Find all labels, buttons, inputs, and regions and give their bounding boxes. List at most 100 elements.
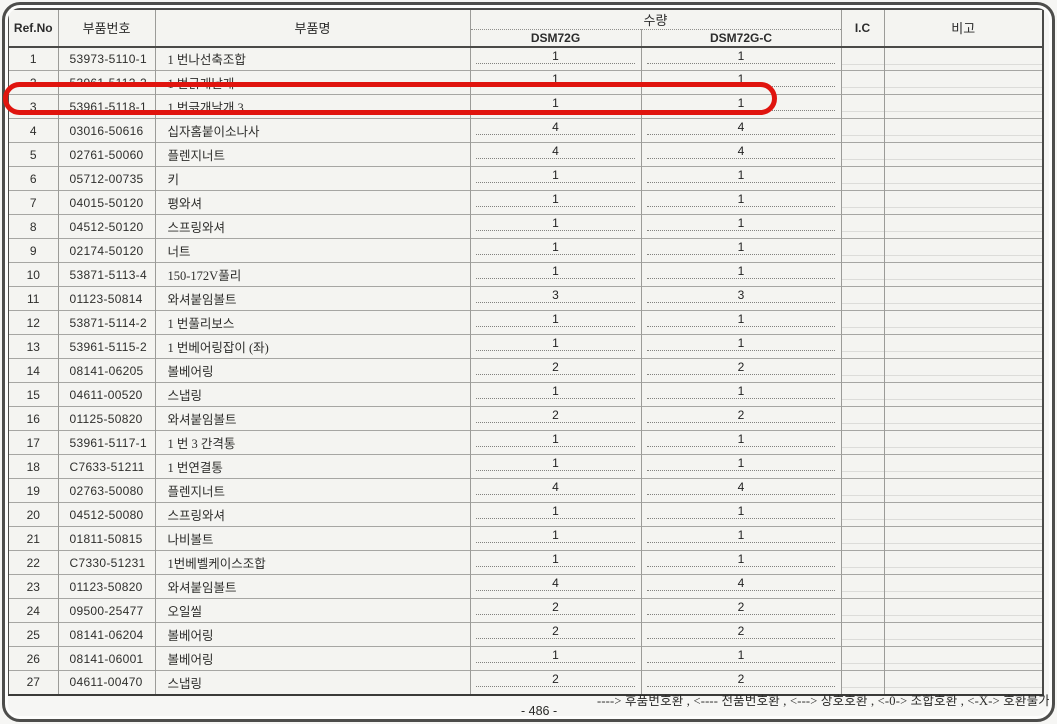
table-row: 22 C7330-51231 1번베벨케이스조합 1 1 (7, 550, 1044, 575)
cell-qty-dsm72g-c: 1 (640, 382, 842, 407)
table-row: 6 05712-00735 키 1 1 (7, 166, 1044, 191)
cell-remarks (883, 286, 1044, 311)
cell-qty-dsm72g: 1 (469, 262, 642, 287)
cell-part-number: 04611-00470 (57, 670, 156, 695)
cell-qty-dsm72g-c: 1 (640, 502, 842, 527)
table-row: 27 04611-00470 스냅링 2 2 (7, 670, 1044, 695)
cell-ic (840, 670, 885, 695)
cell-ic (840, 142, 885, 167)
cell-part-name: 1 번긁개날개 3 (154, 94, 471, 119)
cell-qty-dsm72g: 2 (469, 598, 642, 623)
table-row: 8 04512-50120 스프링와셔 1 1 (7, 214, 1044, 239)
cell-qty-dsm72g: 4 (469, 142, 642, 167)
table-row: 19 02763-50080 플렌지너트 4 4 (7, 478, 1044, 503)
cell-qty-dsm72g-c: 1 (640, 262, 842, 287)
cell-ic (840, 502, 885, 527)
cell-remarks (883, 166, 1044, 191)
interchangeability-legend: ----> 후품번호환 , <---- 전품번호환 , <---> 상호호환 ,… (596, 694, 1050, 708)
cell-remarks (883, 454, 1044, 479)
cell-qty-dsm72g-c: 1 (640, 334, 842, 359)
cell-ic (840, 94, 885, 119)
cell-ic (840, 454, 885, 479)
cell-remarks (883, 598, 1044, 623)
cell-qty-dsm72g: 1 (469, 526, 642, 551)
cell-qty-dsm72g-c: 4 (640, 142, 842, 167)
cell-ref-no: 12 (7, 310, 59, 335)
cell-ic (840, 214, 885, 239)
page-number: - 486 - (521, 704, 558, 718)
cell-part-name: 와셔붙임볼트 (154, 574, 471, 599)
cell-part-number: 04015-50120 (57, 190, 156, 215)
cell-qty-dsm72g-c: 2 (640, 406, 842, 431)
cell-part-name: 스냅링 (154, 382, 471, 407)
cell-part-name: 1 번풀리보스 (154, 310, 471, 335)
cell-part-number: 53961-5115-2 (57, 334, 156, 359)
cell-part-name: 1 번 3 간격통 (154, 430, 471, 455)
table-row: 1 53973-5110-1 1 번나선축조합 1 1 (7, 46, 1044, 71)
cell-ref-no: 10 (7, 262, 59, 287)
cell-qty-dsm72g-c: 1 (640, 166, 842, 191)
cell-ref-no: 23 (7, 574, 59, 599)
table-row: 26 08141-06001 볼베어링 1 1 (7, 646, 1044, 671)
cell-qty-dsm72g: 2 (469, 622, 642, 647)
cell-part-number: 01811-50815 (57, 526, 156, 551)
cell-ref-no: 9 (7, 238, 59, 263)
table-row: 11 01123-50814 와셔붙임볼트 3 3 (7, 286, 1044, 311)
cell-qty-dsm72g: 1 (469, 646, 642, 671)
table-row: 15 04611-00520 스냅링 1 1 (7, 382, 1044, 407)
cell-qty-dsm72g: 1 (469, 70, 642, 95)
cell-part-name: 1번베벨케이스조합 (154, 550, 471, 575)
cell-part-name: 1 번나선축조합 (154, 46, 471, 71)
cell-ref-no: 4 (7, 118, 59, 143)
cell-remarks (883, 382, 1044, 407)
cell-ic (840, 598, 885, 623)
cell-remarks (883, 70, 1044, 95)
cell-ref-no: 3 (7, 94, 59, 119)
cell-part-name: 스프링와셔 (154, 214, 471, 239)
cell-qty-dsm72g: 1 (469, 502, 642, 527)
cell-qty-dsm72g: 2 (469, 406, 642, 431)
cell-ic (840, 334, 885, 359)
cell-qty-dsm72g-c: 1 (640, 46, 842, 71)
cell-part-name: 너트 (154, 238, 471, 263)
cell-part-number: 53961-5118-1 (57, 94, 156, 119)
cell-qty-dsm72g: 1 (469, 214, 642, 239)
col-header-part-number: 부품번호 (57, 9, 156, 47)
cell-ic (840, 238, 885, 263)
cell-remarks (883, 310, 1044, 335)
cell-ic (840, 358, 885, 383)
cell-ref-no: 21 (7, 526, 59, 551)
cell-remarks (883, 502, 1044, 527)
cell-remarks (883, 526, 1044, 551)
cell-part-name: 1 번연결통 (154, 454, 471, 479)
cell-part-number: 08141-06204 (57, 622, 156, 647)
cell-qty-dsm72g-c: 1 (640, 310, 842, 335)
cell-remarks (883, 622, 1044, 647)
cell-remarks (883, 46, 1044, 71)
cell-remarks (883, 334, 1044, 359)
cell-qty-dsm72g: 1 (469, 550, 642, 575)
cell-ic (840, 262, 885, 287)
table-body: 1 53973-5110-1 1 번나선축조합 1 1 2 53961-5112… (7, 46, 1044, 695)
cell-part-number: 02761-50060 (57, 142, 156, 167)
cell-part-number: 53961-5112-2 (57, 70, 156, 95)
cell-part-number: 09500-25477 (57, 598, 156, 623)
cell-ic (840, 118, 885, 143)
table-row: 3 53961-5118-1 1 번긁개날개 3 1 1 (7, 94, 1044, 119)
table-row: 13 53961-5115-2 1 번베어링잡이 (좌) 1 1 (7, 334, 1044, 359)
cell-part-name: 1 번베어링잡이 (좌) (154, 334, 471, 359)
cell-qty-dsm72g: 1 (469, 190, 642, 215)
cell-part-number: 03016-50616 (57, 118, 156, 143)
col-header-ref-no: Ref.No (7, 9, 59, 47)
cell-ref-no: 16 (7, 406, 59, 431)
cell-qty-dsm72g: 3 (469, 286, 642, 311)
cell-qty-dsm72g: 4 (469, 574, 642, 599)
cell-remarks (883, 406, 1044, 431)
cell-qty-dsm72g-c: 1 (640, 550, 842, 575)
cell-ref-no: 20 (7, 502, 59, 527)
cell-qty-dsm72g: 1 (469, 46, 642, 71)
cell-ic (840, 622, 885, 647)
cell-ref-no: 5 (7, 142, 59, 167)
col-header-part-name: 부품명 (154, 9, 471, 47)
